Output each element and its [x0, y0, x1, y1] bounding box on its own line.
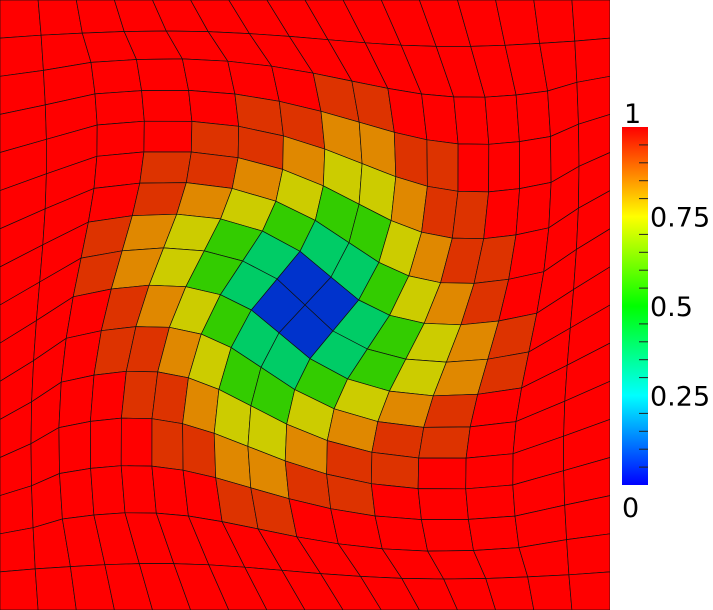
mesh-cell — [143, 120, 193, 153]
mesh-cell — [569, 266, 610, 329]
mesh-cell — [566, 533, 610, 576]
mesh-cell — [568, 571, 610, 610]
mesh-cell — [564, 342, 610, 402]
mesh-cell — [96, 120, 145, 157]
mesh-cell — [319, 573, 382, 610]
mesh-cell — [188, 90, 240, 127]
mesh-cell — [90, 417, 122, 469]
mesh-cell — [484, 94, 520, 145]
mesh-cells — [0, 0, 610, 610]
mesh-cell — [90, 465, 126, 516]
mesh-cell — [573, 228, 610, 291]
mesh-cell — [370, 483, 422, 520]
mesh-cell — [453, 96, 490, 145]
mesh-cell — [181, 58, 236, 95]
mesh-cell — [527, 574, 573, 610]
mesh-cell — [0, 568, 39, 610]
colorbar-gradient — [622, 127, 648, 485]
mesh-cell — [485, 576, 535, 610]
mesh-cell — [417, 457, 467, 490]
mesh-cell — [443, 578, 496, 610]
color-legend: 1 0.75 0.5 0.25 0 — [622, 99, 710, 524]
mesh-cell — [70, 564, 115, 610]
mesh-cell — [37, 0, 83, 36]
mesh-cell — [281, 569, 344, 610]
mesh-cell — [185, 151, 239, 189]
mesh-cell — [190, 121, 240, 159]
mesh-cell — [244, 566, 306, 610]
mesh-cell — [465, 484, 516, 520]
mesh-cell — [136, 58, 190, 91]
mesh-cell — [121, 370, 159, 420]
mesh-cell — [483, 188, 520, 240]
mesh-cell — [374, 515, 429, 552]
mesh-cell — [465, 453, 514, 490]
quad-mesh-visualization — [0, 0, 610, 610]
mesh-cell — [120, 465, 157, 514]
mesh-cell — [173, 563, 230, 610]
mesh-cell — [488, 141, 520, 193]
mesh-cell — [359, 576, 420, 610]
mesh-cell — [141, 90, 193, 122]
mesh-cell — [571, 0, 610, 42]
mesh-cell — [0, 0, 42, 39]
mesh-cell — [564, 495, 610, 540]
mesh-cell — [566, 304, 610, 366]
mesh-cell — [151, 465, 189, 517]
mesh-cell — [90, 370, 127, 422]
mesh-cell — [578, 114, 610, 167]
mesh-cell — [0, 527, 36, 573]
mesh-cell — [515, 90, 551, 143]
colorbar-ticks — [639, 144, 648, 468]
mesh-cell — [104, 563, 153, 610]
mesh-cell — [418, 426, 471, 459]
mesh-cell — [371, 421, 425, 459]
mesh-cell — [457, 143, 490, 193]
mesh-cell — [426, 139, 459, 192]
colorbar-label: 1 — [624, 99, 641, 130]
mesh-cell — [58, 420, 91, 474]
mesh-cell — [59, 467, 95, 520]
colorbar-label: 0 — [622, 493, 639, 524]
mesh-cell — [58, 374, 95, 429]
mesh-cell — [465, 421, 517, 459]
mesh-cell — [576, 75, 610, 125]
mesh-cell — [563, 457, 610, 506]
mesh-cell — [421, 93, 459, 145]
mesh-cell — [576, 190, 610, 251]
mesh-cell — [563, 380, 610, 437]
mesh-cell — [139, 151, 192, 184]
mesh-cell — [401, 578, 458, 610]
mesh-cell — [421, 185, 459, 239]
mesh-cell — [533, 0, 576, 44]
mesh-cell — [151, 418, 184, 471]
mesh-cell — [90, 59, 143, 95]
mesh-cell — [420, 519, 474, 552]
colorbar-label: 0.75 — [650, 203, 710, 234]
mesh-cell — [0, 34, 44, 77]
mesh-cell — [519, 136, 552, 190]
mesh-cell — [578, 152, 610, 209]
mesh-cell — [151, 371, 189, 425]
mesh-cell — [120, 417, 153, 467]
mesh-cell — [515, 181, 552, 236]
mesh-cell — [208, 564, 268, 610]
mesh-cell — [574, 37, 610, 83]
mesh-cell — [563, 419, 610, 472]
colorbar-label: 0.5 — [650, 292, 693, 323]
mesh-cell — [467, 515, 520, 551]
mesh-cell — [451, 190, 489, 240]
colorbar-labels: 1 0.75 0.5 0.25 0 — [622, 99, 710, 524]
mesh-cell — [370, 451, 420, 489]
mesh-cell — [93, 151, 145, 189]
mesh-cell — [417, 488, 469, 520]
mesh-cell — [34, 566, 77, 610]
colorbar-label: 0.25 — [650, 382, 710, 413]
mesh-cell — [94, 90, 145, 126]
